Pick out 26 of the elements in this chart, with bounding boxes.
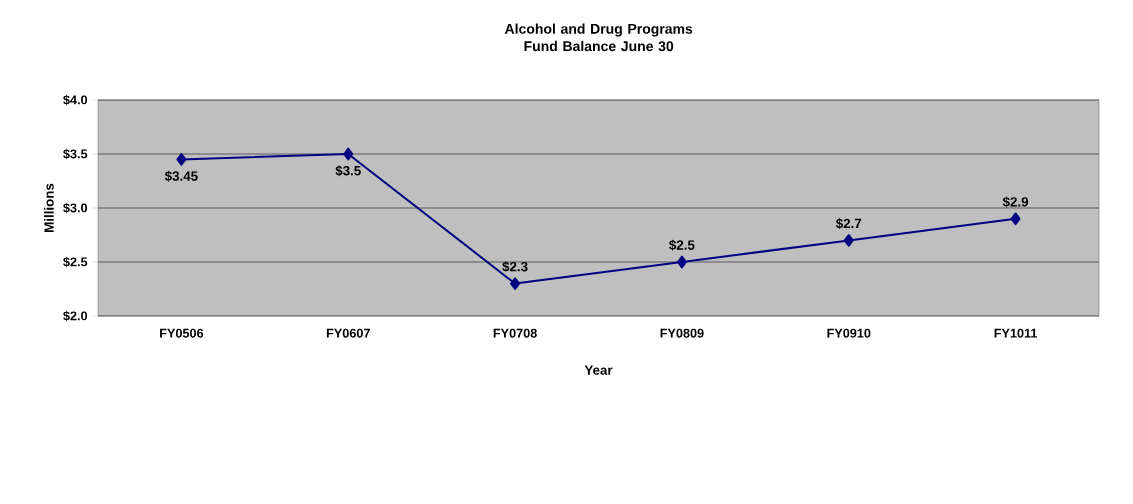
x-tick-label: FY1011 — [994, 328, 1038, 338]
point — [676, 255, 687, 269]
y-tick-label: $3.0 — [63, 202, 88, 214]
point — [1010, 212, 1021, 226]
data-label: $3.45 — [164, 170, 198, 182]
x-tick-label: FY0910 — [827, 328, 871, 338]
data-label: $2.9 — [1002, 196, 1029, 208]
data-label: $2.7 — [835, 218, 862, 230]
y-tick-label: $2.5 — [63, 256, 88, 268]
point — [510, 277, 521, 290]
x-tick-label: FY0607 — [326, 328, 370, 338]
x-axis-title: Year — [584, 365, 613, 375]
point — [343, 147, 354, 161]
data-label: $2.5 — [669, 239, 695, 251]
data-label: $3.5 — [335, 165, 361, 177]
y-tick-label: $2.0 — [63, 310, 88, 322]
x-tick-label: FY0809 — [660, 328, 704, 338]
x-tick-label: FY0708 — [493, 328, 537, 338]
point — [843, 234, 854, 247]
x-tick-label: FY0506 — [160, 328, 204, 338]
chart-title: Alcohol and Drug Programs Fund Balance June 30 — [504, 23, 693, 52]
y-axis-title: Millions — [44, 183, 54, 232]
y-tick-label: $4.0 — [63, 94, 88, 106]
data-label: $2.3 — [502, 261, 528, 273]
y-tick-label: $3.5 — [63, 148, 88, 160]
point — [176, 153, 187, 166]
